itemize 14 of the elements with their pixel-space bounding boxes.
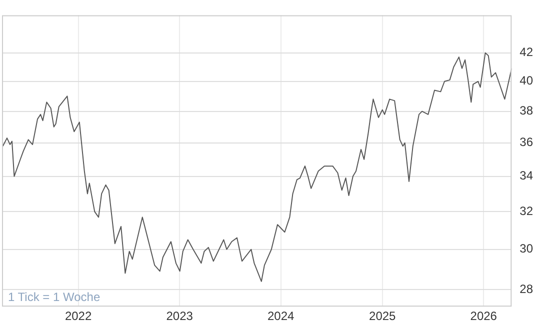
y-tick-label: 32 [520,204,534,218]
y-tick-label: 28 [520,282,534,296]
y-tick-label: 34 [520,168,534,183]
annotation: 1 Tick = 1 Woche [8,290,100,304]
x-tick-label: 2024 [267,309,294,324]
y-tick-label: 38 [520,104,534,118]
x-tick-label: 2026 [470,309,498,324]
x-tick-label: 2023 [166,309,194,324]
x-tick-label: 2022 [64,309,92,324]
x-tick-label: 2025 [369,309,396,324]
y-tick-label: 42 [520,45,534,60]
y-tick-label: 40 [520,74,534,88]
y-tick-label: 36 [520,135,534,150]
y-tick-label: 30 [520,242,534,256]
